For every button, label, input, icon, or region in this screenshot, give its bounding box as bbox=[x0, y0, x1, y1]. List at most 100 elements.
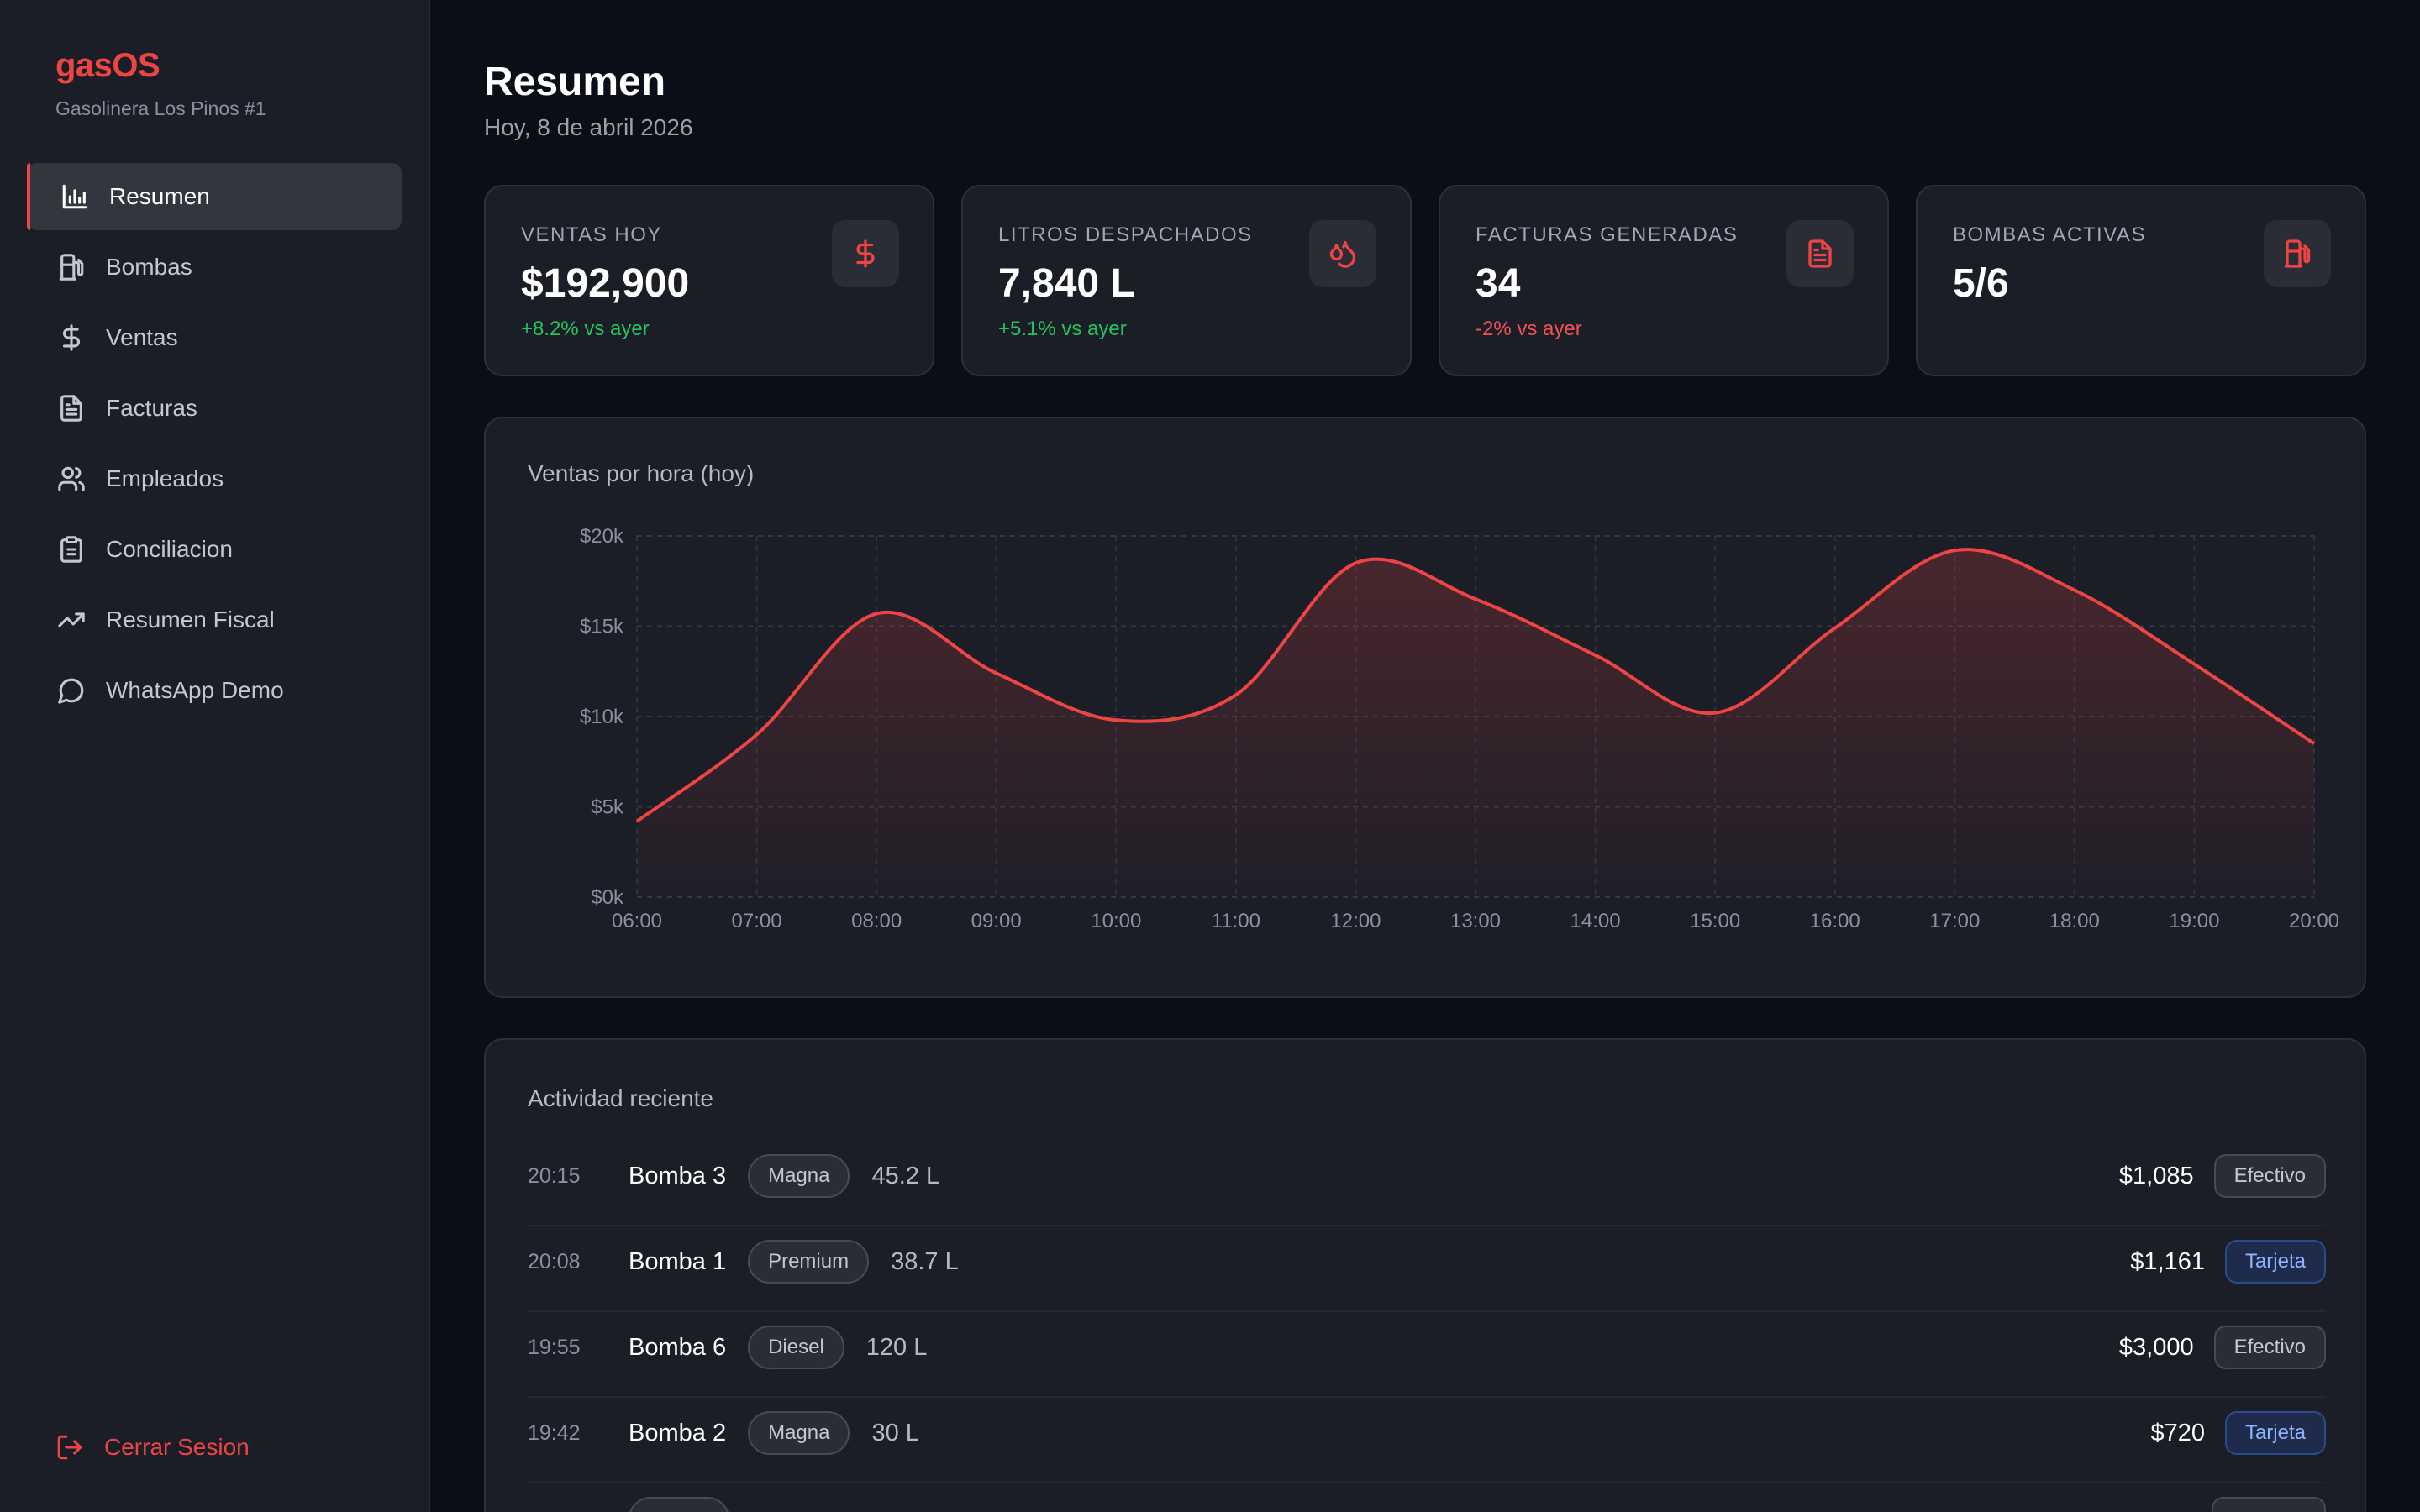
fuel-pump-icon bbox=[2264, 220, 2331, 287]
fuel-pump-icon bbox=[57, 253, 86, 281]
payment-badge: Tarjeta bbox=[2224, 1411, 2326, 1455]
activity-pump: Bomba 2 bbox=[629, 1419, 727, 1446]
stat-card-facturas: FACTURAS GENERADAS 34 -2% vs ayer bbox=[1439, 185, 1889, 376]
payment-badge-partial bbox=[2212, 1497, 2326, 1512]
page-date: Hoy, 8 de abril 2026 bbox=[484, 114, 693, 140]
stat-card-bombas: BOMBAS ACTIVAS 5/6 bbox=[1916, 185, 2366, 376]
activity-row[interactable]: 20:15 Bomba 3 Magna 45.2 L $1,085 Efecti… bbox=[528, 1141, 2326, 1226]
y-tick-label: $20k bbox=[580, 525, 624, 548]
sidebar-item-label: Resumen Fiscal bbox=[106, 606, 275, 633]
sidebar-item-ventas[interactable]: Ventas bbox=[27, 304, 402, 371]
logout-button[interactable]: Cerrar Sesion bbox=[55, 1433, 250, 1462]
sidebar-item-label: Empleados bbox=[106, 465, 224, 491]
y-tick-label: $5k bbox=[591, 796, 624, 819]
fuel-type-badge-partial bbox=[629, 1497, 729, 1512]
sidebar-item-whatsapp-demo[interactable]: WhatsApp Demo bbox=[27, 657, 402, 724]
activity-pump: Bomba 3 bbox=[629, 1162, 727, 1189]
stat-value: $192,900 bbox=[521, 261, 690, 306]
activity-row[interactable]: 19:42 Bomba 2 Magna 30 L $720 Tarjeta bbox=[528, 1398, 2326, 1483]
sidebar-item-label: Conciliacion bbox=[106, 536, 233, 562]
stat-card-ventas: VENTAS HOY $192,900 +8.2% vs ayer bbox=[484, 185, 934, 376]
x-tick-label: 15:00 bbox=[1690, 910, 1740, 932]
payment-badge: Efectivo bbox=[2213, 1154, 2326, 1198]
fuel-type-badge: Premium bbox=[748, 1240, 870, 1284]
file-text-icon bbox=[57, 394, 86, 423]
activity-time: 20:08 bbox=[528, 1250, 581, 1273]
trending-up-icon bbox=[57, 606, 86, 634]
sidebar-item-label: Bombas bbox=[106, 254, 192, 280]
page-title: Resumen bbox=[484, 60, 666, 104]
activity-row[interactable]: 19:55 Bomba 6 Diesel 120 L $3,000 Efecti… bbox=[528, 1312, 2326, 1398]
y-tick-label: $0k bbox=[591, 886, 624, 909]
logout-label: Cerrar Sesion bbox=[104, 1434, 250, 1460]
activity-time: 20:15 bbox=[528, 1164, 581, 1188]
x-tick-label: 08:00 bbox=[851, 910, 902, 932]
x-tick-label: 07:00 bbox=[732, 910, 782, 932]
stat-value: 7,840 L bbox=[998, 261, 1135, 306]
payment-badge: Tarjeta bbox=[2224, 1240, 2326, 1284]
sidebar-item-resumen[interactable]: Resumen bbox=[27, 163, 402, 230]
fuel-type-badge: Diesel bbox=[748, 1326, 844, 1369]
activity-amount: $720 bbox=[2150, 1419, 2205, 1446]
x-tick-label: 09:00 bbox=[971, 910, 1022, 932]
chart-title: Ventas por hora (hoy) bbox=[528, 460, 755, 486]
dollar-icon bbox=[832, 220, 899, 287]
stat-delta: +5.1% vs ayer bbox=[998, 318, 1127, 340]
sidebar-item-facturas[interactable]: Facturas bbox=[27, 375, 402, 442]
activity-pump: Bomba 1 bbox=[629, 1247, 727, 1275]
x-tick-label: 10:00 bbox=[1091, 910, 1141, 932]
activity-title: Actividad reciente bbox=[528, 1085, 714, 1111]
sales-area-chart: $0k $5k $10k $15k $20k 06:00 07:00 08:00 09:00 1… bbox=[580, 525, 2339, 932]
brand-logo[interactable]: gasOS bbox=[55, 47, 160, 84]
x-tick-label: 13:00 bbox=[1450, 910, 1501, 932]
stat-label: BOMBAS ACTIVAS bbox=[1953, 223, 2146, 246]
activity-time: 19:55 bbox=[528, 1336, 581, 1359]
activity-time: 19:42 bbox=[528, 1421, 581, 1445]
file-text-icon bbox=[1786, 220, 1854, 287]
x-tick-label: 16:00 bbox=[1810, 910, 1860, 932]
x-tick-label: 12:00 bbox=[1330, 910, 1381, 932]
fuel-type-badge: Magna bbox=[748, 1154, 850, 1198]
clipboard-icon bbox=[57, 535, 86, 564]
stat-label: LITROS DESPACHADOS bbox=[998, 223, 1253, 246]
sidebar-item-bombas[interactable]: Bombas bbox=[27, 234, 402, 301]
sales-chart-panel: Ventas por hora (hoy) $0k $5k $10k $15k $20k… bbox=[484, 417, 2366, 998]
x-tick-label: 14:00 bbox=[1570, 910, 1621, 932]
y-tick-label: $15k bbox=[580, 616, 624, 638]
payment-badge: Efectivo bbox=[2213, 1326, 2326, 1369]
sidebar-item-conciliacion[interactable]: Conciliacion bbox=[27, 516, 402, 583]
activity-pump: Bomba 6 bbox=[629, 1333, 727, 1361]
activity-amount: $1,161 bbox=[2130, 1247, 2205, 1275]
chart-area-fill bbox=[637, 549, 2314, 897]
logout-icon bbox=[57, 1435, 82, 1460]
x-tick-label: 11:00 bbox=[1212, 910, 1260, 932]
activity-row-partial bbox=[528, 1483, 2326, 1512]
bar-chart-icon bbox=[60, 182, 89, 211]
sidebar: gasOS Gasolinera Los Pinos #1 Resumen Bo… bbox=[0, 0, 430, 1512]
activity-row[interactable]: 20:08 Bomba 1 Premium 38.7 L $1,161 Tarj… bbox=[528, 1226, 2326, 1312]
users-icon bbox=[57, 465, 86, 493]
stat-value: 5/6 bbox=[1953, 261, 2009, 306]
activity-liters: 45.2 L bbox=[871, 1162, 940, 1189]
stat-label: VENTAS HOY bbox=[521, 223, 662, 246]
activity-amount: $1,085 bbox=[2118, 1162, 2194, 1189]
x-tick-label: 18:00 bbox=[2049, 910, 2100, 932]
sidebar-item-resumen-fiscal[interactable]: Resumen Fiscal bbox=[27, 586, 402, 654]
sidebar-item-label: Ventas bbox=[106, 324, 178, 350]
activity-liters: 38.7 L bbox=[891, 1247, 959, 1275]
activity-amount: $3,000 bbox=[2118, 1333, 2194, 1361]
x-tick-label: 06:00 bbox=[612, 910, 662, 932]
fuel-type-badge: Magna bbox=[748, 1411, 850, 1455]
x-tick-label: 20:00 bbox=[2289, 910, 2339, 932]
chart-series-line bbox=[635, 548, 2316, 823]
sidebar-item-empleados[interactable]: Empleados bbox=[27, 445, 402, 512]
y-tick-label: $10k bbox=[580, 706, 624, 728]
x-tick-label: 17:00 bbox=[1929, 910, 1980, 932]
stat-delta: +8.2% vs ayer bbox=[521, 318, 650, 340]
dollar-icon bbox=[57, 323, 86, 352]
sidebar-nav: Resumen Bombas Ventas Facturas Empleados bbox=[27, 163, 402, 727]
x-tick-label: 19:00 bbox=[2169, 910, 2219, 932]
recent-activity-panel: Actividad reciente 20:15 Bomba 3 Magna 4… bbox=[484, 1038, 2366, 1512]
stat-value: 34 bbox=[1476, 261, 1521, 306]
stat-delta: -2% vs ayer bbox=[1476, 318, 1582, 340]
